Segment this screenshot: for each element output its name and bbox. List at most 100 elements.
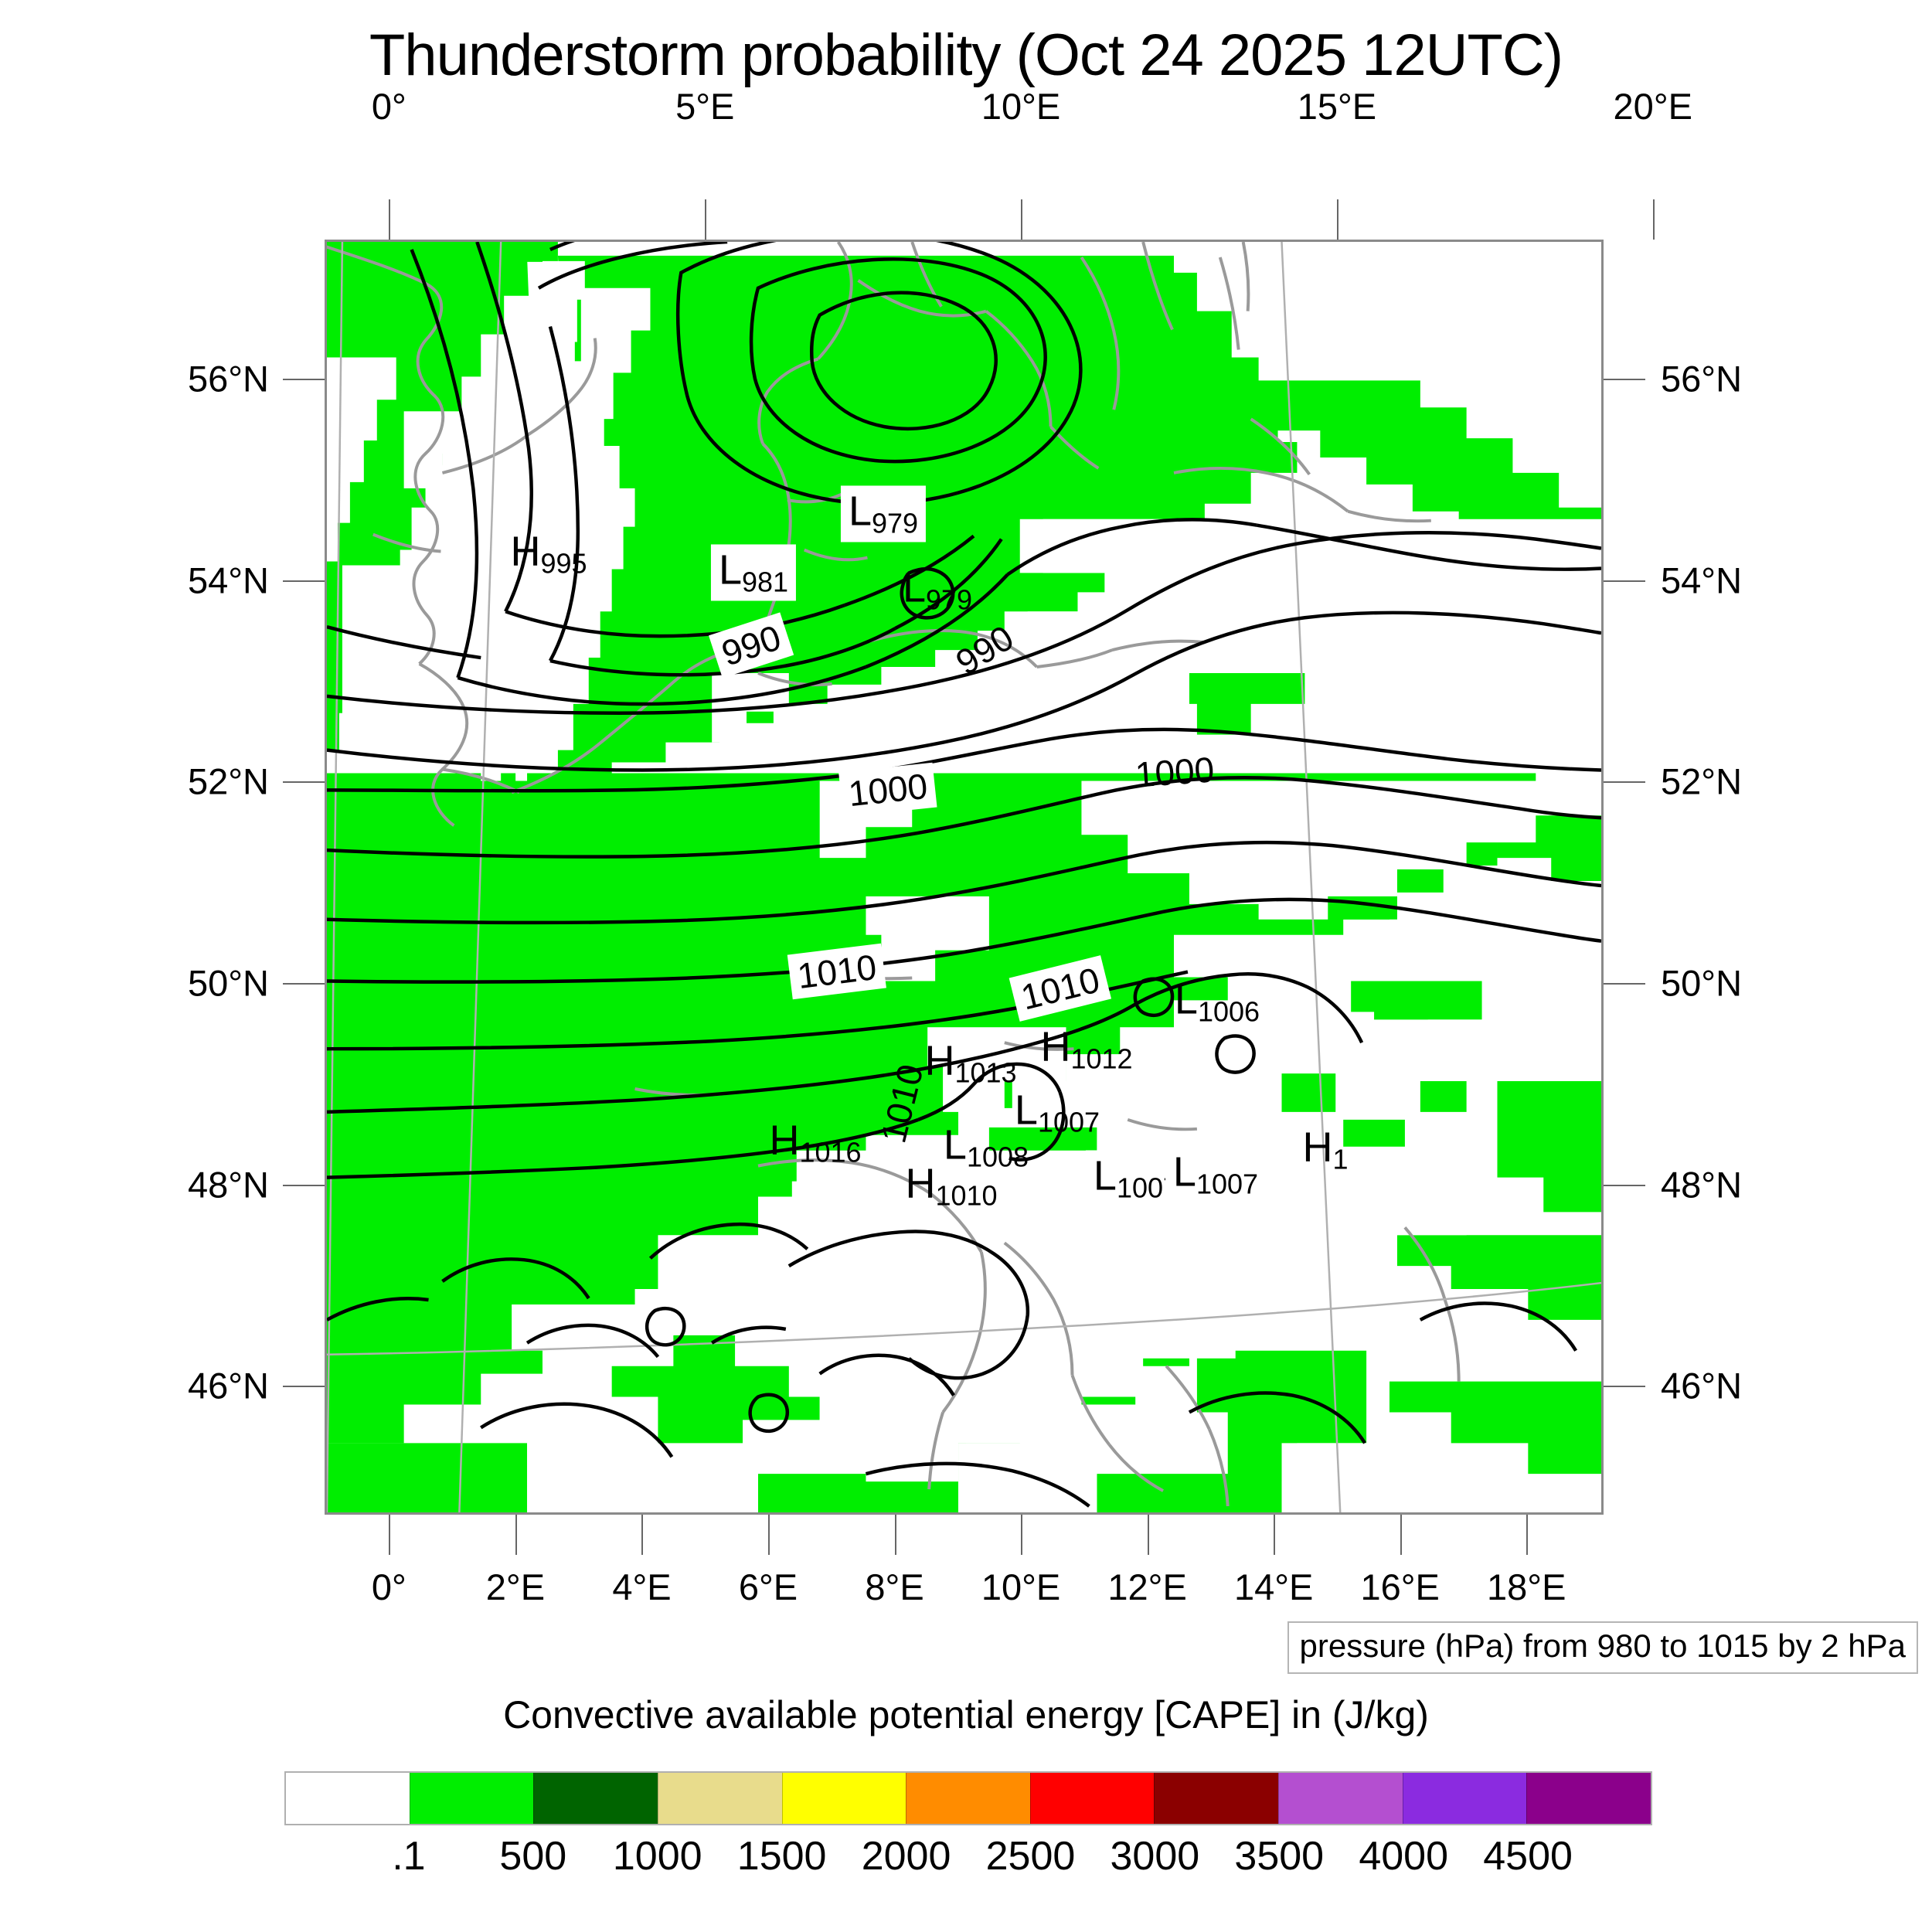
left-axis-tick [283, 580, 325, 582]
pressure-center-symbol: L [943, 1121, 967, 1168]
pressure-center-L1007a: L1007 [1015, 1089, 1100, 1136]
colorbar-tick-labels: .1 500 1000 1500 2000 2500 3000 3500 4000 4500 [284, 1833, 1652, 1887]
bottom-axis-label-5: 10°E [981, 1566, 1061, 1607]
bottom-axis-tick [515, 1515, 517, 1555]
pressure-center-symbol: L [1093, 1152, 1117, 1199]
top-axis-tick [1652, 199, 1655, 240]
top-axis-tick [1021, 199, 1023, 240]
right-axis-tick [1604, 1386, 1645, 1388]
top-axis-label-0: 0° [371, 86, 406, 127]
bottom-axis-label-7: 14°E [1233, 1566, 1314, 1607]
pressure-center-H1013: H1013 [924, 1039, 1016, 1087]
pressure-center-value: 995 [540, 547, 587, 580]
colorbar-tick-5: 2500 [985, 1834, 1076, 1879]
graticule-layer [327, 242, 1601, 1512]
colorbar-cell-0[interactable] [286, 1773, 410, 1824]
bottom-axis-tick [894, 1515, 896, 1555]
pressure-center-value: 1016 [799, 1136, 862, 1168]
bottom-axis-tick [1147, 1515, 1149, 1555]
colorbar-cell-9[interactable] [1402, 1773, 1527, 1824]
pressure-center-symbol: H [1302, 1124, 1333, 1171]
bottom-axis-tick [768, 1515, 770, 1555]
map-plot-area[interactable]: H995 L979 L981 L979 L1006 H1012 H1013 L1007 L100… [325, 240, 1604, 1515]
bottom-axis-tick [1400, 1515, 1402, 1555]
pressure-center-symbol: H [924, 1037, 955, 1084]
right-axis-tick [1604, 378, 1645, 380]
pressure-center-symbol: L [1172, 1148, 1196, 1196]
map-canvas [327, 242, 1601, 1512]
left-axis-label-2: 52°N [187, 760, 269, 802]
top-axis-tick [705, 199, 707, 240]
pressure-center-symbol: L [718, 546, 742, 594]
left-axis-tick [283, 781, 325, 784]
pressure-center-symbol: H [905, 1160, 936, 1207]
pressure-center-L979b: L979 [903, 566, 972, 614]
right-axis-label-2: 52°N [1661, 760, 1743, 802]
colorbar-tick-2: 1000 [612, 1834, 702, 1879]
right-axis-tick [1604, 1184, 1645, 1186]
pressure-center-symbol: H [769, 1117, 800, 1164]
pressure-center-value: 981 [741, 566, 789, 598]
pressure-center-value: 1006 [1197, 995, 1260, 1028]
bottom-axis-label-8: 16°E [1360, 1566, 1440, 1607]
bottom-axis-label-0: 0° [371, 1566, 406, 1607]
pressure-center-L1007c: L1007 [1165, 1146, 1267, 1203]
top-axis-tick [1336, 199, 1338, 240]
pressure-center-H995: H995 [510, 530, 587, 577]
pressure-center-L1008: L1008 [944, 1124, 1029, 1171]
pressure-center-symbol: H [1040, 1023, 1071, 1070]
left-axis-label-0: 56°N [187, 358, 269, 400]
bottom-axis-label-4: 8°E [865, 1566, 924, 1607]
colorbar-cell-2[interactable] [533, 1773, 658, 1824]
colorbar-cell-4[interactable] [781, 1773, 906, 1824]
pressure-center-H1010: H1010 [905, 1162, 997, 1209]
colorbar-tick-6: 3000 [1110, 1834, 1200, 1879]
left-axis-tick [283, 1184, 325, 1186]
pressure-center-symbol: L [1014, 1087, 1038, 1134]
page-title: Thunderstorm probability (Oct 24 2025 12… [369, 22, 1563, 88]
pressure-center-symbol: L [1174, 976, 1198, 1023]
bottom-axis-label-6: 12°E [1107, 1566, 1187, 1607]
right-axis-label-5: 46°N [1661, 1365, 1743, 1406]
colorbar-tick-1: 500 [499, 1834, 567, 1879]
top-axis-label-4: 20°E [1613, 86, 1692, 127]
pressure-center-H1016: H1016 [769, 1119, 861, 1166]
top-axis-label-2: 10°E [981, 86, 1061, 127]
right-axis-tick [1604, 781, 1645, 784]
pressure-center-value: 1 [1332, 1143, 1349, 1175]
top-axis-label-1: 5°E [675, 86, 735, 127]
bottom-axis-tick [641, 1515, 644, 1555]
pressure-legend-note: pressure (hPa) from 980 to 1015 by 2 hPa [1287, 1621, 1918, 1674]
right-axis-label-3: 50°N [1661, 962, 1743, 1004]
colorbar-cell-10[interactable] [1526, 1773, 1651, 1824]
left-axis-label-3: 50°N [187, 962, 269, 1004]
colorbar-cell-7[interactable] [1154, 1773, 1279, 1824]
colorbar-tick-8: 4000 [1359, 1834, 1449, 1879]
pressure-center-value: 979 [925, 583, 973, 616]
colorbar-cell-5[interactable] [906, 1773, 1030, 1824]
pressure-center-H1012: H1012 [1040, 1026, 1132, 1073]
colorbar-cell-8[interactable] [1278, 1773, 1403, 1824]
colorbar-cell-6[interactable] [1029, 1773, 1155, 1824]
left-axis-tick [283, 982, 325, 985]
colorbar-cell-3[interactable] [657, 1773, 782, 1824]
right-axis-label-0: 56°N [1661, 358, 1743, 400]
left-axis-tick [283, 1386, 325, 1388]
colorbar-tick-3: 1500 [736, 1834, 827, 1879]
colorbar[interactable] [284, 1771, 1652, 1825]
bottom-axis-label-1: 2°E [485, 1566, 546, 1607]
bottom-axis-tick [1274, 1515, 1276, 1555]
pressure-center-value: 1013 [954, 1056, 1017, 1089]
left-axis-tick [283, 378, 325, 380]
right-axis-tick [1604, 982, 1645, 985]
colorbar-cell-1[interactable] [409, 1773, 534, 1824]
contour-1000-right: 1000 [1134, 749, 1216, 795]
left-axis-label-4: 48°N [187, 1164, 269, 1205]
pressure-center-value: 1010 [935, 1179, 998, 1212]
isobar-contours-layer [327, 242, 1601, 1508]
left-axis-label-5: 46°N [187, 1365, 269, 1406]
pressure-center-L979a: L979 [840, 485, 927, 543]
right-axis-label-1: 54°N [1661, 560, 1743, 601]
bottom-axis-tick [1526, 1515, 1529, 1555]
